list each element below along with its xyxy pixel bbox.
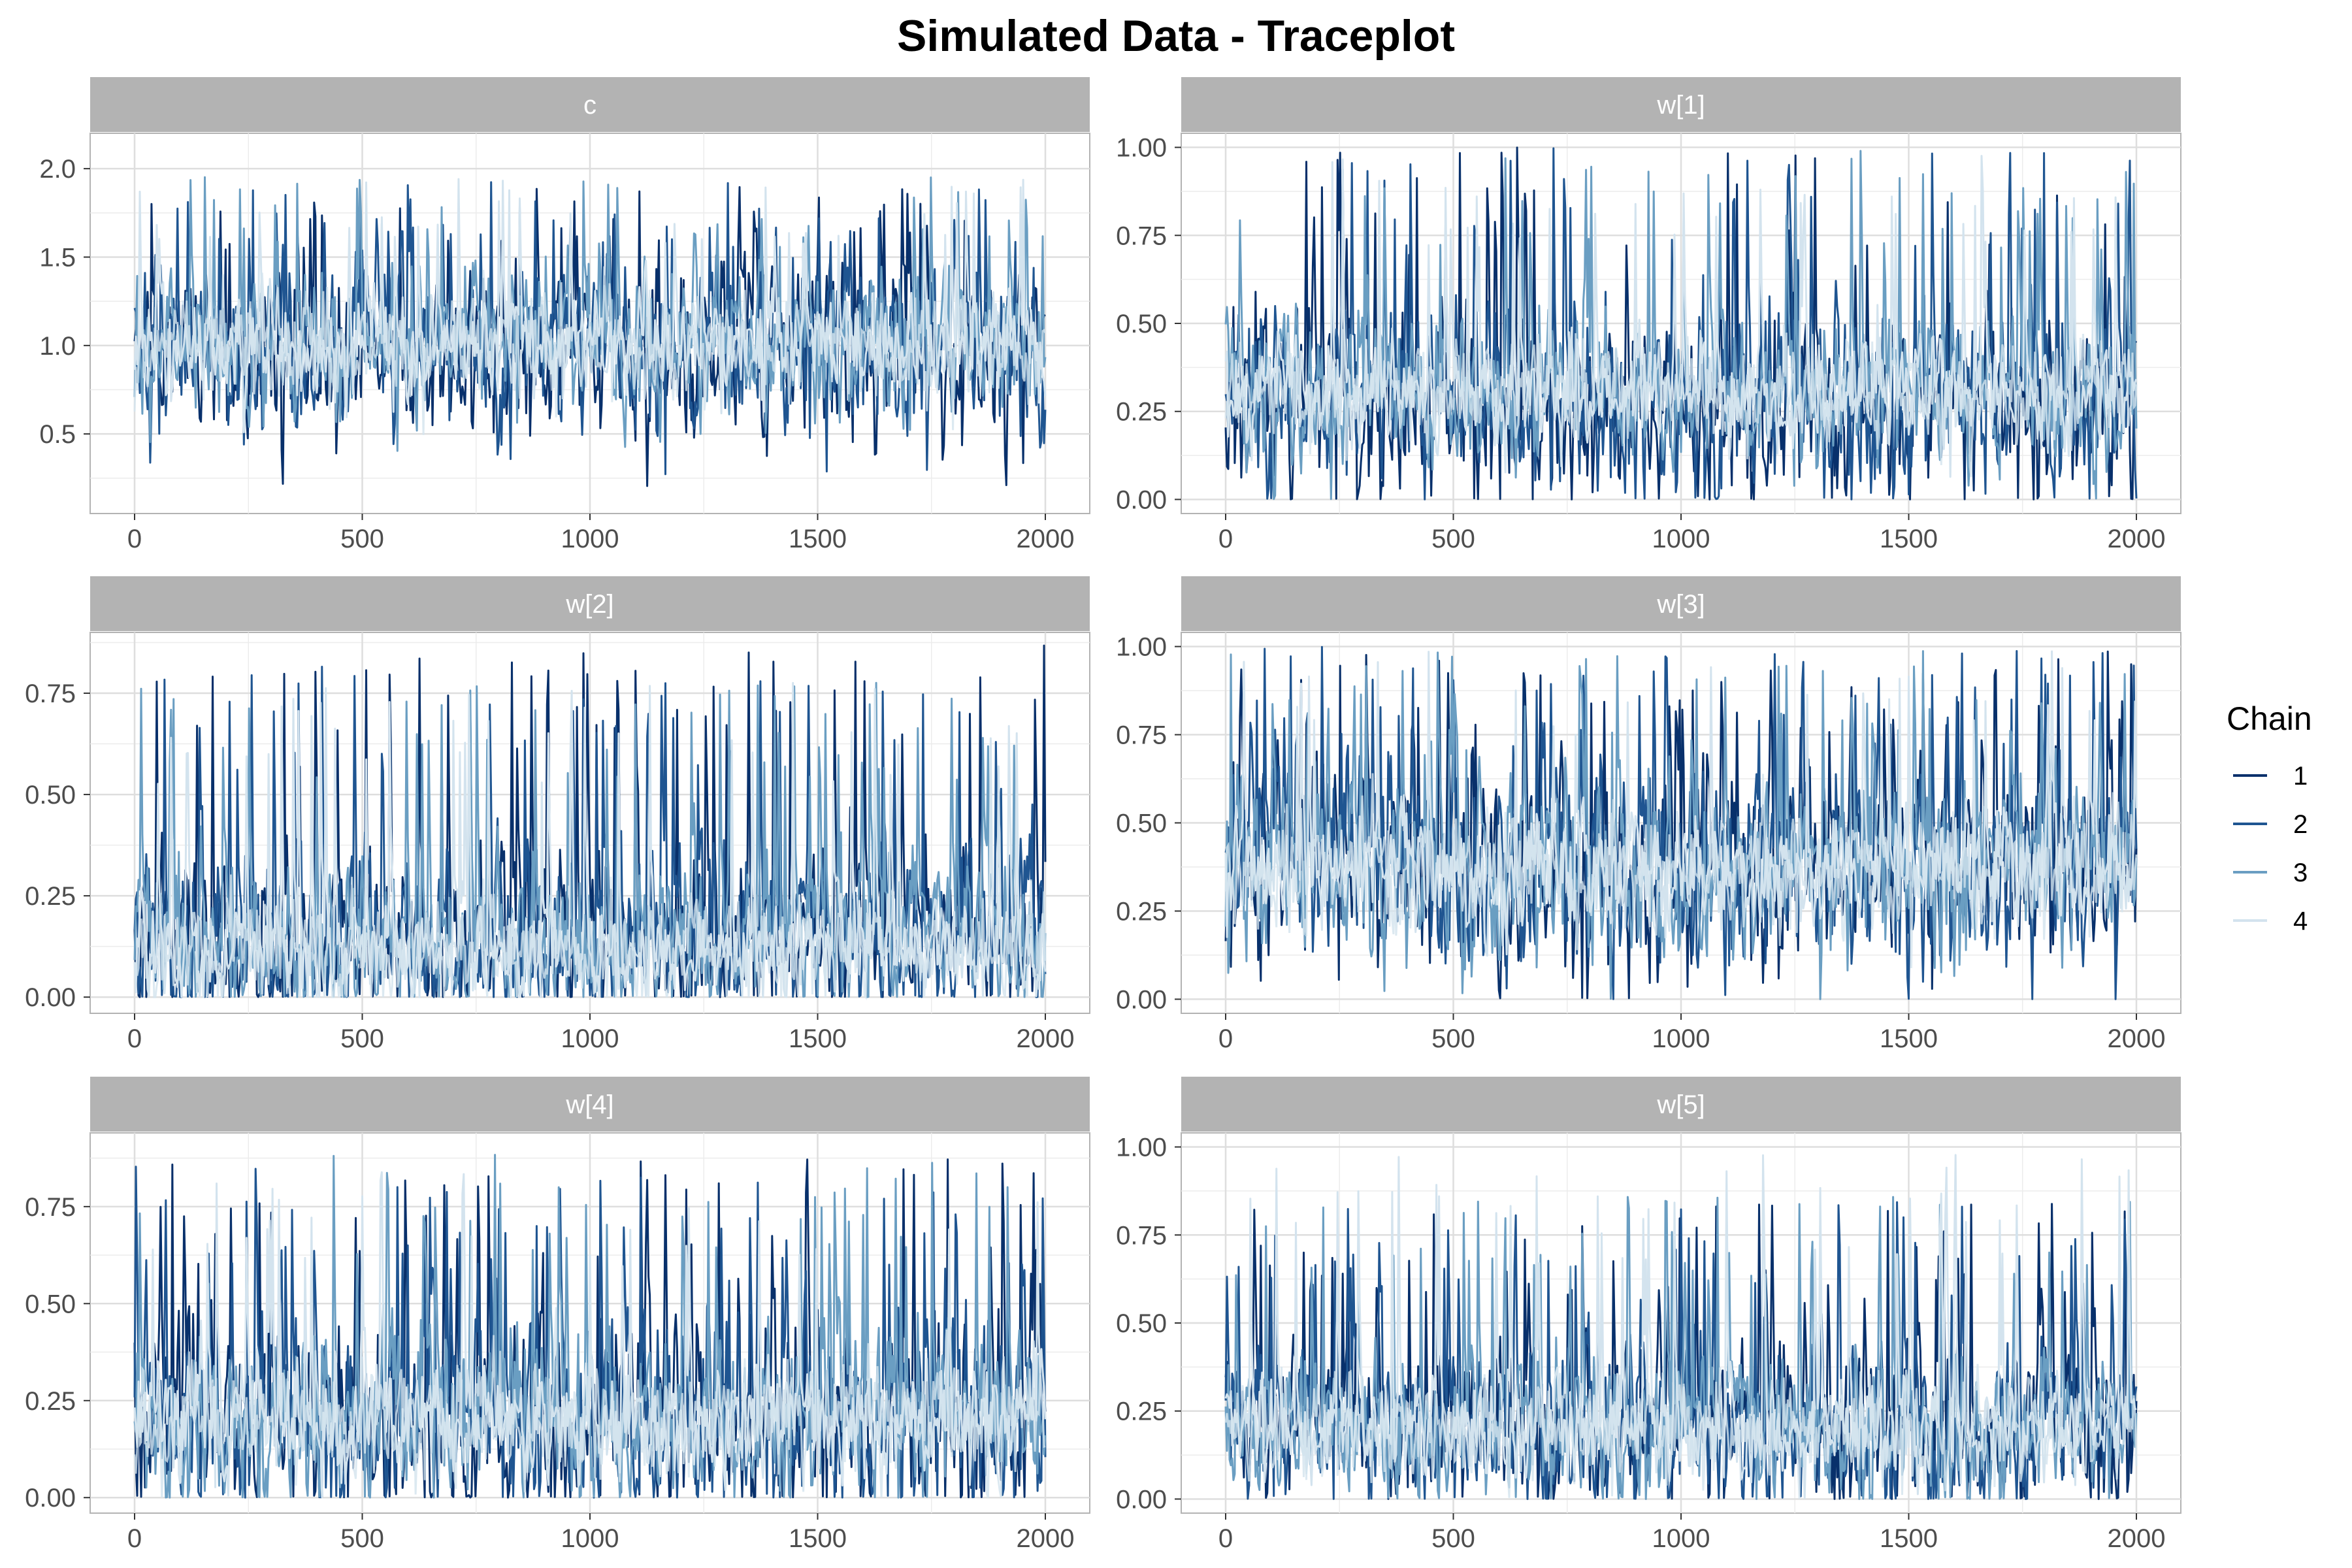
x-tick-label: 1500 — [789, 525, 847, 553]
x-tick-label: 1500 — [789, 1524, 847, 1553]
x-tick-label: 1000 — [1652, 525, 1710, 553]
facet-strip — [1181, 576, 2181, 631]
facet-strip — [1181, 1077, 2181, 1132]
y-tick-label: 0.75 — [1116, 721, 1167, 750]
x-tick-label: 1000 — [561, 1024, 619, 1053]
facet-strip-label: w[1] — [1656, 91, 1705, 120]
facet-strip-label: c — [583, 91, 596, 120]
y-tick-label: 2.0 — [39, 155, 76, 184]
x-tick-label: 2000 — [1017, 1024, 1075, 1053]
facet-panel: w[3] 0.00 0.25 0.50 0.75 1.00 0 500 1000 1500 2000 — [1116, 576, 2181, 1053]
facet-strip-label: w[3] — [1656, 590, 1705, 619]
y-tick-label: 0.75 — [1116, 1221, 1167, 1250]
facet-strip — [90, 1077, 1090, 1132]
y-tick-label: 0.75 — [1116, 221, 1167, 250]
x-tick-label: 1000 — [1652, 1524, 1710, 1553]
y-tick-label: 0.25 — [1116, 1397, 1167, 1426]
y-tick-label: 0.50 — [25, 1290, 76, 1318]
y-tick-label: 0.00 — [1116, 1485, 1167, 1514]
y-tick-label: 0.25 — [1116, 897, 1167, 926]
x-tick-label: 1000 — [561, 1524, 619, 1553]
y-tick-label: 0.25 — [1116, 398, 1167, 427]
x-tick-label: 0 — [1218, 1524, 1233, 1553]
y-tick-label: 0.00 — [1116, 985, 1167, 1014]
x-tick-label: 1500 — [1880, 1024, 1938, 1053]
x-tick-label: 2000 — [2108, 1024, 2166, 1053]
x-tick-label: 500 — [1431, 1024, 1475, 1053]
chain-trace-4 — [1224, 324, 2138, 478]
x-tick-label: 0 — [127, 525, 142, 553]
legend: Chain 1 2 3 4 — [2227, 700, 2312, 936]
trace-lines — [1224, 146, 2138, 500]
y-tick-label: 0.75 — [25, 679, 76, 708]
x-tick-label: 500 — [1431, 525, 1475, 553]
x-tick-label: 1500 — [1880, 1524, 1938, 1553]
y-tick-label: 0.50 — [1116, 1309, 1167, 1338]
legend-label-1: 1 — [2293, 762, 2308, 791]
legend-label-3: 3 — [2293, 858, 2308, 887]
y-tick-label: 0.25 — [25, 882, 76, 911]
x-tick-label: 0 — [1218, 1024, 1233, 1053]
x-tick-label: 2000 — [1017, 1524, 1075, 1553]
y-tick-label: 0.00 — [1116, 485, 1167, 514]
x-tick-label: 500 — [340, 1524, 384, 1553]
facet-panel: w[4] 0.00 0.25 0.50 0.75 0 500 1000 1500 2000 — [25, 1077, 1090, 1553]
facet-panels: c 0.5 1.0 1.5 2.0 0 500 1000 1500 2000 w[1] 0.00 0.2… — [25, 77, 2181, 1553]
facet-strip — [90, 77, 1090, 132]
legend-label-4: 4 — [2293, 907, 2308, 936]
x-tick-label: 1000 — [561, 525, 619, 553]
y-tick-label: 1.00 — [1116, 1134, 1167, 1162]
facet-panel: w[1] 0.00 0.25 0.50 0.75 1.00 0 500 1000 1500 2000 — [1116, 77, 2181, 553]
chain-trace-4 — [1224, 1350, 2138, 1499]
legend-label-2: 2 — [2293, 810, 2308, 839]
x-tick-label: 1000 — [1652, 1024, 1710, 1053]
y-tick-label: 0.50 — [25, 781, 76, 809]
y-tick-label: 0.00 — [25, 983, 76, 1012]
x-tick-label: 0 — [127, 1024, 142, 1053]
facet-panel: w[2] 0.00 0.25 0.50 0.75 0 500 1000 1500 2000 — [25, 576, 1090, 1053]
y-tick-label: 1.5 — [39, 243, 76, 272]
y-tick-label: 0.00 — [25, 1484, 76, 1512]
y-tick-label: 0.75 — [25, 1193, 76, 1222]
facet-strip — [90, 576, 1090, 631]
x-tick-label: 0 — [127, 1524, 142, 1553]
chain-trace-4 — [133, 266, 1047, 435]
facet-strip-label: w[5] — [1656, 1090, 1705, 1119]
legend-title: Chain — [2227, 700, 2312, 737]
y-tick-label: 1.00 — [1116, 633, 1167, 662]
y-tick-label: 1.0 — [39, 332, 76, 361]
facet-strip-label: w[2] — [565, 590, 613, 619]
facet-panel: w[5] 0.00 0.25 0.50 0.75 1.00 0 500 1000 1500 2000 — [1116, 1077, 2181, 1553]
trace-lines — [1224, 1154, 2138, 1500]
x-tick-label: 2000 — [2108, 1524, 2166, 1553]
facet-strip — [1181, 77, 2181, 132]
trace-lines — [1224, 645, 2138, 1000]
x-tick-label: 2000 — [2108, 525, 2166, 553]
x-tick-label: 0 — [1218, 525, 1233, 553]
chain-trace-4 — [134, 874, 1047, 1000]
trace-lines — [133, 1154, 1047, 1499]
y-tick-label: 0.5 — [39, 420, 76, 449]
x-tick-label: 500 — [340, 1024, 384, 1053]
chart-title: Simulated Data - Traceplot — [897, 11, 1455, 61]
y-tick-label: 0.25 — [25, 1387, 76, 1416]
x-tick-label: 2000 — [1017, 525, 1075, 553]
x-tick-label: 500 — [1431, 1524, 1475, 1553]
trace-lines — [133, 644, 1047, 1000]
y-tick-label: 0.50 — [1116, 809, 1167, 838]
facet-panel: c 0.5 1.0 1.5 2.0 0 500 1000 1500 2000 — [39, 77, 1090, 553]
x-tick-label: 500 — [340, 525, 384, 553]
y-tick-label: 0.50 — [1116, 310, 1167, 338]
facet-strip-label: w[4] — [565, 1090, 613, 1119]
x-tick-label: 1500 — [1880, 525, 1938, 553]
chain-trace-4 — [1224, 773, 2138, 968]
chain-trace-4 — [133, 1307, 1046, 1498]
chain-trace-2 — [133, 666, 1047, 998]
y-tick-label: 1.00 — [1116, 134, 1167, 163]
trace-lines — [133, 176, 1047, 487]
x-tick-label: 1500 — [789, 1024, 847, 1053]
